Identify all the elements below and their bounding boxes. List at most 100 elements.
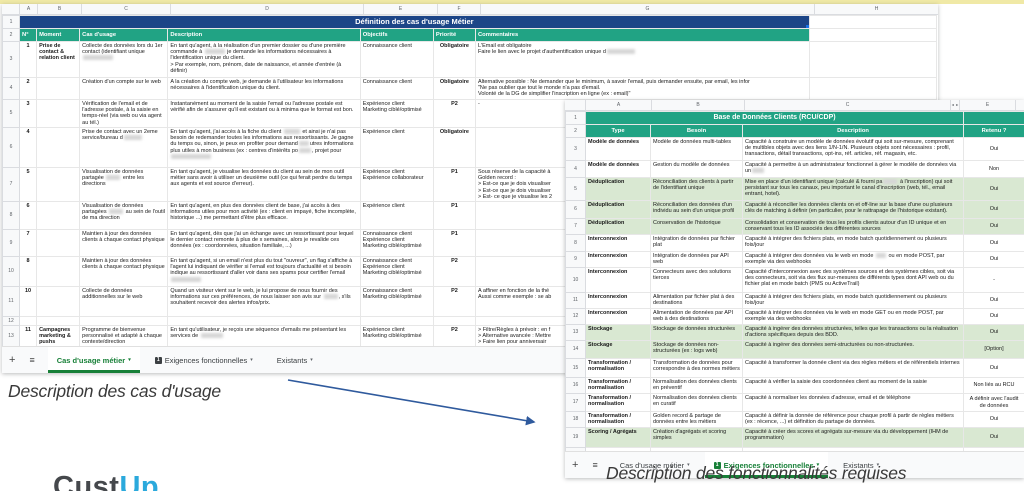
cell[interactable]: Capacité à définir la donnée de référenc… bbox=[741, 411, 965, 428]
row-number[interactable]: 3 bbox=[565, 137, 586, 161]
cell[interactable]: 4 bbox=[19, 127, 38, 168]
cell[interactable]: Capacité à ingérer des données structuré… bbox=[741, 324, 965, 341]
cell[interactable]: Expérience client Expérience collaborateu… bbox=[359, 166, 434, 203]
cell[interactable]: Capacité à intégrer des fichiers plats, … bbox=[741, 292, 965, 309]
cell[interactable]: Capacité à transformer la donnée client … bbox=[741, 358, 965, 378]
cell[interactable]: Golden record & partage de données entre… bbox=[650, 411, 743, 428]
cell[interactable]: Alimentation par fichier plat à des dest… bbox=[650, 292, 743, 309]
column-header[interactable]: H bbox=[874, 6, 879, 12]
tab-exigences-fonctionnelles[interactable]: 1 Exigences fonctionnelles ▾ bbox=[146, 347, 262, 373]
row-number[interactable]: 6 bbox=[565, 200, 586, 219]
cell[interactable]: P2 bbox=[432, 286, 476, 318]
cell[interactable]: 2 bbox=[19, 77, 38, 100]
cell[interactable]: Connaissance client Expérience client Mark… bbox=[359, 229, 434, 258]
cell[interactable]: En tant qu'agent, je visualise les donné… bbox=[167, 166, 361, 203]
column-header[interactable]: C bbox=[745, 100, 951, 110]
select-all-corner[interactable] bbox=[565, 100, 586, 110]
cell[interactable]: En tant qu'utilisateur, je reçois une sé… bbox=[167, 325, 361, 349]
column-header[interactable]: E bbox=[960, 100, 1016, 110]
cell[interactable] bbox=[36, 256, 81, 288]
column-header[interactable]: B bbox=[652, 100, 745, 110]
cell[interactable] bbox=[432, 316, 476, 327]
cell[interactable]: Prise de contact & relation client bbox=[36, 41, 81, 78]
cell[interactable]: Déduplication bbox=[585, 200, 651, 219]
row-number[interactable]: 5 bbox=[2, 99, 21, 128]
cell[interactable]: Oui bbox=[963, 234, 1024, 252]
cell[interactable]: Capacité à créer des scores et agrégats … bbox=[741, 427, 965, 448]
cell[interactable]: Scoring / Agrégats bbox=[585, 427, 651, 448]
row-number[interactable]: 7 bbox=[565, 218, 586, 235]
cell[interactable]: Réconciliation des données d'un individu… bbox=[650, 200, 743, 219]
cell[interactable]: P1 bbox=[432, 229, 476, 258]
cell[interactable]: Capacité à permettre à un administrateur… bbox=[741, 160, 965, 178]
cell[interactable]: Capacité à intégrer des données via le w… bbox=[741, 251, 965, 268]
cell[interactable]: Alternative possible : Ne demander que l… bbox=[474, 77, 810, 100]
cell[interactable]: Obligatoire bbox=[432, 41, 476, 78]
cell[interactable]: L'Email est obligatoire Faire le lien ave… bbox=[474, 41, 810, 78]
cell[interactable]: P1 bbox=[432, 201, 476, 231]
cell[interactable]: Maintien à jour des données clients à ch… bbox=[79, 229, 169, 258]
cell[interactable]: Interconnexion bbox=[585, 308, 651, 325]
cell[interactable] bbox=[809, 77, 938, 100]
cell[interactable]: A la création du compte web, je demande … bbox=[167, 77, 361, 100]
cell[interactable] bbox=[36, 286, 81, 318]
cell[interactable]: Oui bbox=[963, 411, 1024, 428]
cell[interactable]: Intégration de données par API web bbox=[650, 251, 743, 268]
cell[interactable]: Non bbox=[963, 160, 1024, 178]
row-number[interactable]: 2 bbox=[565, 124, 586, 138]
cell[interactable]: Oui bbox=[963, 427, 1024, 448]
tab-existants[interactable]: Existants ▾ bbox=[268, 347, 322, 373]
header-cell[interactable]: Commentaires bbox=[474, 28, 810, 42]
row-number[interactable]: 15 bbox=[565, 358, 586, 378]
cell[interactable]: 7 bbox=[19, 229, 38, 258]
cell[interactable]: En tant qu'agent, j'ai accès à la fiche … bbox=[167, 127, 361, 168]
cell[interactable] bbox=[808, 28, 938, 42]
row-number[interactable]: 3 bbox=[2, 41, 21, 78]
select-all-corner[interactable] bbox=[2, 4, 20, 14]
cell[interactable]: Modèle de données bbox=[585, 160, 651, 178]
header-cell[interactable]: Cas d'usage bbox=[79, 28, 169, 42]
cell[interactable]: Création d'agrégats et scoring simples bbox=[650, 427, 743, 448]
cell[interactable]: Obligatoire bbox=[432, 77, 476, 100]
cell[interactable]: Interconnexion bbox=[585, 292, 651, 309]
cell[interactable]: Interconnexion bbox=[585, 251, 651, 268]
row-number[interactable]: 8 bbox=[565, 234, 586, 252]
cell[interactable]: Expérience client Marketing ciblé/optimis… bbox=[359, 325, 434, 349]
row-number[interactable]: 17 bbox=[565, 393, 586, 412]
row-number[interactable]: 8 bbox=[2, 201, 21, 231]
cell[interactable]: Expérience client bbox=[359, 201, 434, 231]
cell[interactable]: Déduplication bbox=[585, 218, 651, 235]
row-number[interactable]: 14 bbox=[565, 340, 586, 359]
cell[interactable]: Expérience client bbox=[359, 127, 434, 168]
row-number[interactable]: 4 bbox=[565, 160, 586, 178]
row-number[interactable]: 10 bbox=[2, 256, 21, 288]
row-number[interactable]: 9 bbox=[565, 251, 586, 268]
cell[interactable]: Capacité à intégrer des fichiers plats, … bbox=[741, 234, 965, 252]
cell[interactable] bbox=[359, 316, 434, 327]
cell[interactable]: Connecteurs avec des solutions tierces bbox=[650, 267, 743, 293]
cell[interactable]: 1 bbox=[19, 41, 38, 78]
row-number[interactable]: 7 bbox=[2, 166, 21, 203]
cell[interactable]: Maintien à jour des données clients à ch… bbox=[79, 256, 169, 288]
cell[interactable]: Transformation / normalisation bbox=[585, 393, 651, 412]
cell[interactable]: Expérience client Marketing ciblé/optimis… bbox=[359, 99, 434, 128]
cell[interactable]: Oui bbox=[963, 200, 1024, 219]
cell[interactable]: Stockage bbox=[585, 324, 651, 341]
header-cell[interactable]: Objectifs bbox=[359, 28, 434, 42]
cell[interactable]: Capacité à construire un modèle de donné… bbox=[741, 137, 965, 161]
header-cell[interactable]: Moment bbox=[36, 28, 81, 42]
cell[interactable] bbox=[167, 316, 361, 327]
cell[interactable]: Connaissance client Expérience client Mark… bbox=[359, 256, 434, 288]
row-number[interactable]: 1 bbox=[565, 111, 586, 125]
cell[interactable]: Oui bbox=[963, 218, 1024, 235]
cell[interactable]: Visualisation de données partagées au se… bbox=[79, 201, 169, 231]
row-number[interactable]: 9 bbox=[2, 229, 21, 258]
cell[interactable]: Conservation de l'historique bbox=[650, 218, 743, 235]
cell[interactable]: Gestion du modèle de données bbox=[650, 160, 743, 178]
cell[interactable] bbox=[36, 229, 81, 258]
cell[interactable]: Collecte de données additionnelles sur l… bbox=[79, 286, 169, 318]
row-number[interactable]: 12 bbox=[565, 308, 586, 325]
cell[interactable] bbox=[19, 316, 38, 327]
cell[interactable]: A définir avec l'audit de données bbox=[963, 393, 1024, 412]
cell[interactable]: Réconciliation des clients à partir de l… bbox=[650, 177, 743, 201]
